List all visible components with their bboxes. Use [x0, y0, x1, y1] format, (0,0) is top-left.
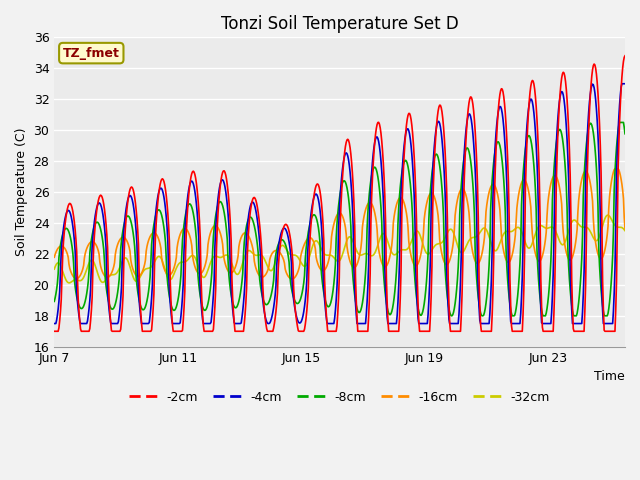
Title: Tonzi Soil Temperature Set D: Tonzi Soil Temperature Set D — [221, 15, 458, 33]
X-axis label: Time: Time — [595, 370, 625, 383]
Legend: -2cm, -4cm, -8cm, -16cm, -32cm: -2cm, -4cm, -8cm, -16cm, -32cm — [124, 385, 555, 408]
Text: TZ_fmet: TZ_fmet — [63, 47, 120, 60]
Y-axis label: Soil Temperature (C): Soil Temperature (C) — [15, 128, 28, 256]
